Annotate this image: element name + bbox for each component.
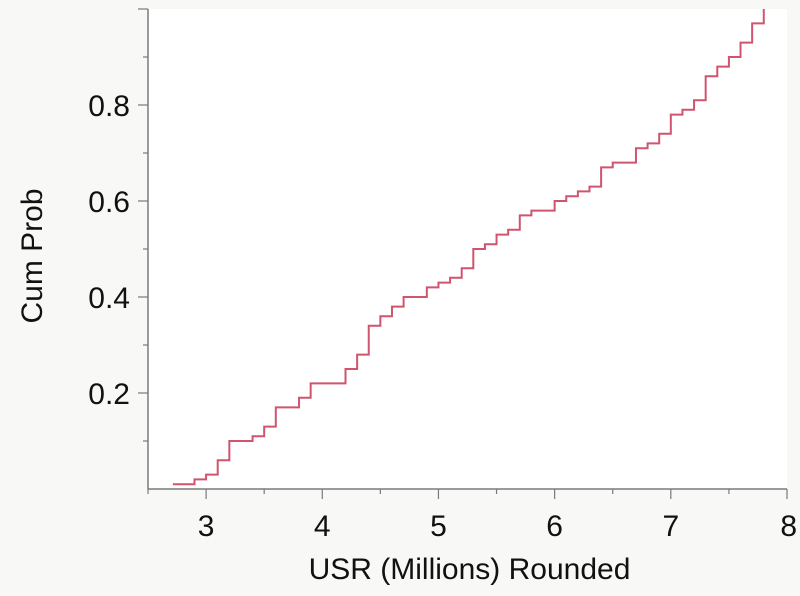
plot-area — [148, 9, 787, 489]
x-tick-label: 5 — [430, 510, 447, 543]
x-axis-title: USR (Millions) Rounded — [309, 553, 631, 586]
x-tick-label: 3 — [198, 510, 215, 543]
x-tick-label: 4 — [314, 510, 331, 543]
y-tick-label: 0.4 — [88, 282, 130, 315]
y-axis — [138, 8, 149, 489]
x-tick-label: 8 — [780, 510, 797, 543]
x-tick-label: 6 — [546, 510, 563, 543]
tick-labels: 0.2 0.4 0.6 0.8 3 4 5 6 7 8 — [88, 90, 797, 543]
y-tick-label: 0.8 — [88, 90, 130, 123]
y-tick-label: 0.2 — [88, 378, 130, 411]
series-line — [172, 9, 765, 486]
y-tick-label: 0.6 — [88, 186, 130, 219]
y-axis-title: Cum Prob — [16, 188, 49, 323]
x-tick-label: 7 — [662, 510, 679, 543]
x-axis — [147, 488, 788, 499]
